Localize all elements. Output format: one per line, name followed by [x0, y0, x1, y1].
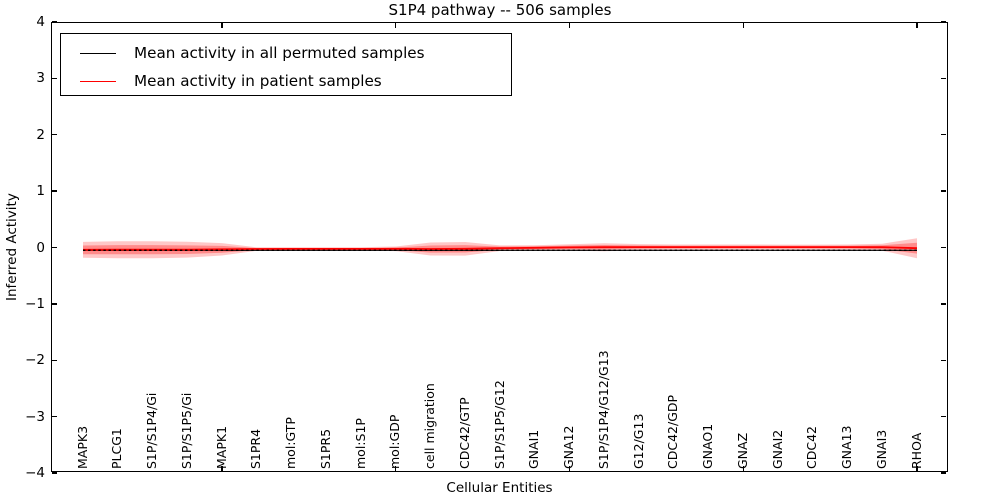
- x-entity-label: MAPK3: [74, 425, 90, 469]
- y-tick-label: 2: [36, 126, 45, 143]
- legend-line-red-icon: [80, 80, 116, 82]
- y-tick-label: 4: [36, 14, 45, 30]
- x-tick-mark-bottom: [916, 465, 918, 471]
- y-tick-mark-left: [52, 359, 58, 361]
- x-entity-label: G12/G13: [630, 413, 646, 469]
- y-tick-mark-right: [940, 190, 946, 192]
- y-tick-mark-left: [52, 415, 58, 418]
- y-tick-label: −2: [25, 352, 45, 369]
- y-tick-mark-left: [52, 77, 58, 80]
- x-entity-label: GNAI3: [873, 429, 889, 469]
- x-tick-mark-top: [568, 23, 571, 29]
- x-tick-mark-bottom: [221, 465, 223, 471]
- x-entity-label: GNAZ: [734, 432, 750, 469]
- x-tick-mark-top: [742, 23, 744, 29]
- y-tick-label: −1: [25, 295, 45, 312]
- x-entity-label: S1P/S1P4/G12/G13: [595, 350, 611, 469]
- x-entity-label: RHOA: [908, 432, 924, 469]
- legend: Mean activity in all permuted samples Me…: [60, 33, 512, 96]
- x-entity-label: CDC42/GDP: [665, 394, 681, 469]
- x-entity-label: MAPK1: [213, 425, 229, 469]
- y-tick-mark-right: [940, 246, 946, 249]
- y-tick-mark-right: [940, 21, 946, 23]
- x-tick-mark-top: [395, 23, 397, 29]
- legend-label: Mean activity in all permuted samples: [134, 44, 425, 62]
- y-tick-mark-left: [52, 472, 58, 474]
- chart-title: S1P4 pathway -- 506 samples: [388, 1, 612, 19]
- x-entity-label: cell migration: [422, 383, 437, 469]
- y-tick-label: 0: [36, 239, 45, 256]
- plot-area: [51, 22, 948, 472]
- x-entity-label: GNAI2: [769, 429, 785, 469]
- x-entity-label: CDC42: [804, 426, 820, 469]
- x-entity-label: CDC42/GTP: [456, 397, 472, 469]
- y-tick-mark-right: [940, 77, 946, 80]
- x-entity-label: mol:GDP: [387, 414, 403, 469]
- x-tick-mark-top: [221, 23, 223, 29]
- x-entity-label: GNA13: [839, 425, 854, 470]
- x-entity-label: S1P/S1P5/Gi: [178, 392, 194, 469]
- y-tick-label: −3: [25, 408, 45, 425]
- x-tick-mark-top: [916, 23, 918, 29]
- y-tick-label: 3: [36, 70, 45, 87]
- x-entity-label: mol:GTP: [283, 417, 298, 469]
- legend-label: Mean activity in patient samples: [134, 72, 382, 90]
- y-tick-mark-right: [940, 472, 946, 474]
- x-entity-label: GNA12: [561, 425, 576, 470]
- y-tick-mark-right: [940, 359, 946, 361]
- x-entity-label: S1PR4: [248, 428, 264, 469]
- x-tick-mark-bottom: [568, 465, 571, 471]
- y-tick-label: 1: [36, 183, 45, 200]
- x-axis-label: Cellular Entities: [446, 480, 553, 496]
- y-tick-mark-left: [52, 303, 58, 305]
- x-entity-label: GNAO1: [700, 423, 715, 469]
- x-entity-label: S1P/S1P4/Gi: [144, 392, 159, 469]
- legend-item-permuted: Mean activity in all permuted samples: [61, 39, 511, 67]
- y-tick-mark-left: [52, 134, 58, 136]
- x-tick-mark-bottom: [742, 465, 744, 471]
- x-entity-label: S1PR5: [317, 428, 333, 469]
- x-entity-label: mol:S1P: [352, 418, 368, 469]
- y-tick-mark-left: [52, 246, 58, 249]
- legend-item-patient: Mean activity in patient samples: [61, 67, 511, 95]
- x-entity-label: GNAI1: [526, 429, 542, 469]
- legend-line-black-icon: [80, 52, 116, 54]
- y-tick-label: −4: [25, 465, 45, 481]
- x-entity-label: PLCG1: [109, 428, 125, 469]
- y-tick-mark-right: [940, 303, 946, 305]
- x-entity-label: S1P/S1P5/G12: [491, 380, 507, 469]
- y-tick-mark-left: [52, 21, 58, 23]
- y-tick-mark-right: [940, 134, 946, 136]
- y-tick-mark-left: [52, 190, 58, 192]
- x-tick-mark-bottom: [395, 465, 397, 471]
- y-tick-mark-right: [940, 415, 946, 418]
